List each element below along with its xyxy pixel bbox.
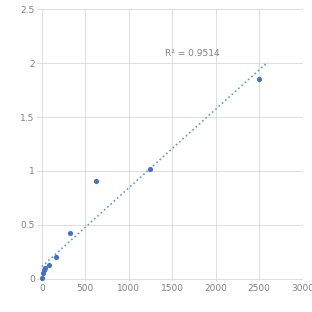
Point [67,231,72,236]
Point [94,178,99,183]
Point [43,266,48,271]
Point [41,267,46,272]
Point [39,275,44,280]
Point [257,77,262,82]
Point [53,255,58,260]
Point [46,262,51,267]
Point [40,271,45,276]
Text: R² = 0.9514: R² = 0.9514 [165,49,220,58]
Point [148,166,153,171]
